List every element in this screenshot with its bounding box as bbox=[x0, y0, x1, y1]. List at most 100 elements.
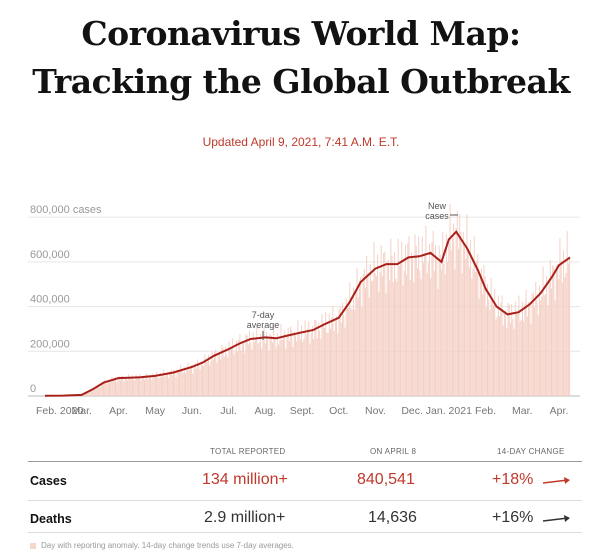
daily-bar bbox=[247, 344, 249, 396]
daily-bar bbox=[531, 293, 533, 396]
daily-bar bbox=[336, 316, 338, 396]
daily-bar bbox=[317, 322, 319, 396]
daily-bar bbox=[334, 320, 336, 396]
daily-bar bbox=[109, 382, 110, 396]
daily-bar bbox=[104, 379, 106, 396]
annotation-new-cases: New bbox=[428, 201, 447, 211]
daily-bar bbox=[327, 332, 329, 396]
daily-bar bbox=[294, 335, 296, 396]
daily-bar bbox=[435, 245, 437, 396]
daily-bar bbox=[427, 262, 429, 396]
daily-bar bbox=[448, 243, 450, 396]
daily-bar bbox=[146, 373, 148, 396]
daily-bar bbox=[194, 363, 196, 396]
daily-bar bbox=[130, 379, 132, 396]
daily-bar bbox=[203, 366, 205, 396]
daily-bar bbox=[554, 300, 556, 396]
daily-bar bbox=[455, 228, 457, 396]
daily-bar bbox=[158, 378, 160, 396]
daily-bar bbox=[145, 374, 147, 396]
daily-bar bbox=[414, 234, 416, 396]
daily-bar bbox=[210, 360, 212, 396]
daily-bar bbox=[286, 336, 288, 396]
daily-bar bbox=[459, 213, 461, 396]
daily-bar bbox=[544, 293, 546, 396]
daily-bar bbox=[424, 252, 426, 396]
deaths-on-date: 14,636 bbox=[368, 509, 417, 526]
daily-bar bbox=[467, 249, 469, 396]
daily-bar bbox=[168, 378, 170, 396]
daily-bar bbox=[519, 321, 521, 396]
daily-bar bbox=[308, 321, 310, 396]
daily-bar bbox=[343, 314, 345, 396]
daily-bar bbox=[237, 351, 238, 396]
daily-bar bbox=[552, 265, 554, 396]
daily-bar bbox=[230, 348, 232, 396]
daily-bar bbox=[491, 297, 493, 396]
daily-bar bbox=[333, 330, 335, 396]
daily-bar bbox=[395, 278, 397, 396]
daily-bar bbox=[227, 357, 229, 396]
daily-bar bbox=[416, 267, 418, 396]
daily-bar bbox=[240, 350, 242, 396]
daily-bar bbox=[495, 319, 497, 396]
daily-bar bbox=[112, 380, 114, 396]
daily-bar bbox=[256, 325, 258, 396]
cases-change: +18% bbox=[492, 471, 534, 488]
daily-bar bbox=[429, 243, 430, 396]
updated-timestamp: Updated April 9, 2021, 7:41 A.M. E.T. bbox=[202, 135, 400, 149]
col-header-change: 14-DAY CHANGE bbox=[497, 447, 565, 456]
daily-bar bbox=[478, 298, 480, 396]
daily-bar bbox=[557, 264, 559, 396]
daily-bar bbox=[361, 307, 363, 396]
daily-bar bbox=[415, 246, 417, 396]
x-tick-label: Mar. bbox=[72, 405, 92, 417]
daily-bar bbox=[182, 372, 184, 396]
daily-bar bbox=[193, 365, 195, 396]
daily-bar bbox=[274, 338, 276, 396]
daily-bar bbox=[162, 374, 164, 396]
col-header-total: TOTAL REPORTED bbox=[210, 447, 286, 456]
daily-bar bbox=[315, 320, 317, 396]
daily-bar bbox=[461, 273, 463, 396]
daily-bar bbox=[165, 374, 167, 396]
daily-bar bbox=[188, 369, 190, 396]
daily-bar bbox=[157, 377, 159, 396]
daily-bar bbox=[569, 258, 571, 396]
daily-bar bbox=[546, 276, 548, 396]
daily-bar bbox=[118, 375, 120, 396]
daily-bar bbox=[224, 346, 226, 396]
daily-bar bbox=[502, 325, 504, 396]
table-divider bbox=[28, 500, 582, 501]
daily-bar bbox=[407, 242, 409, 396]
daily-bar bbox=[238, 339, 240, 396]
daily-bar bbox=[175, 377, 177, 396]
daily-bar bbox=[358, 280, 360, 396]
daily-bar bbox=[281, 340, 283, 396]
daily-bar bbox=[152, 373, 154, 396]
daily-bar bbox=[401, 241, 403, 396]
daily-bar bbox=[127, 380, 129, 396]
daily-bar bbox=[269, 333, 271, 396]
daily-bar bbox=[257, 343, 259, 396]
daily-bar bbox=[342, 302, 344, 396]
col-header-on-date: ON APRIL 8 bbox=[370, 447, 417, 456]
daily-bar bbox=[526, 316, 528, 396]
daily-bar bbox=[156, 371, 158, 396]
daily-bar bbox=[200, 361, 202, 396]
daily-bar bbox=[406, 274, 408, 396]
daily-bar bbox=[487, 283, 488, 396]
daily-bar bbox=[485, 306, 487, 396]
x-tick-label: Apr. bbox=[109, 405, 128, 417]
daily-bar bbox=[310, 333, 312, 396]
daily-bar bbox=[517, 314, 519, 396]
daily-bar bbox=[390, 238, 392, 396]
daily-bar bbox=[198, 362, 200, 396]
annotation-average: average bbox=[247, 320, 280, 330]
daily-bar bbox=[483, 264, 485, 396]
daily-bar bbox=[511, 304, 513, 396]
daily-bar bbox=[303, 338, 305, 396]
daily-bar bbox=[201, 365, 203, 396]
daily-bar bbox=[484, 276, 486, 396]
daily-bar bbox=[140, 380, 142, 396]
